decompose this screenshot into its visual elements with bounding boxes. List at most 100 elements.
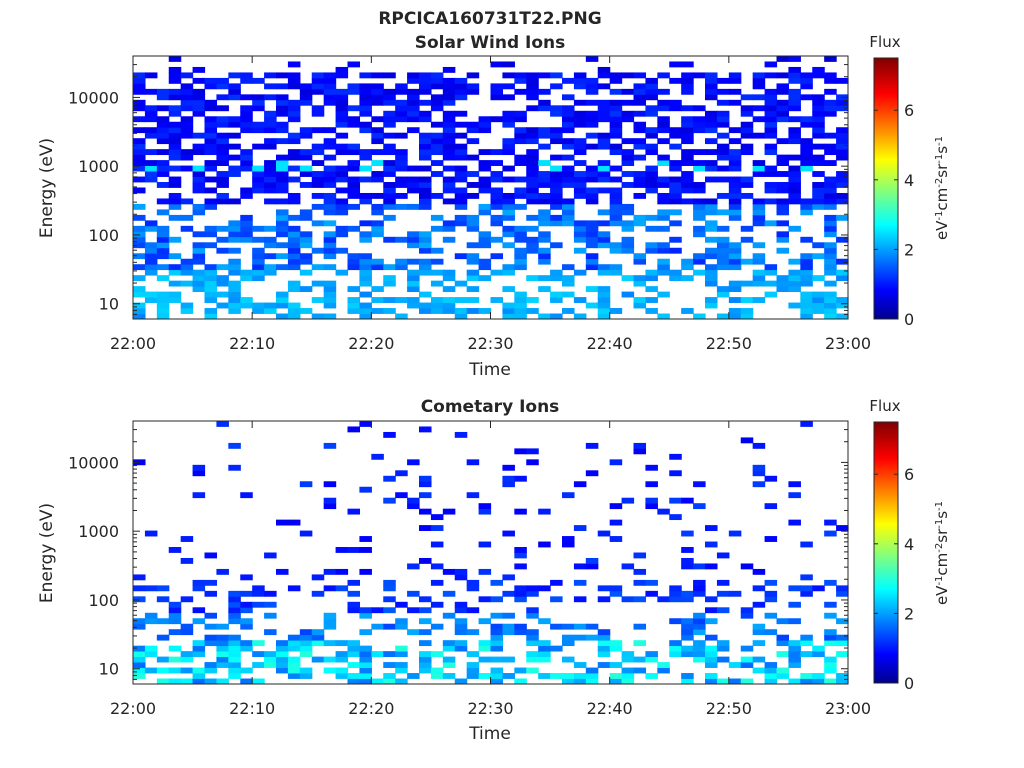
heatmap-cell (204, 203, 218, 210)
x-tick-label: 22:30 (467, 699, 513, 718)
colorbar-title: Flux (869, 397, 900, 415)
heatmap-cell (323, 231, 337, 238)
heatmap-cell (335, 225, 349, 232)
heatmap-cell (419, 557, 432, 564)
heatmap-cell (776, 247, 790, 254)
heatmap-cell (323, 247, 337, 254)
heatmap-cell (168, 127, 182, 134)
heatmap-cell (156, 182, 170, 188)
heatmap-cell (490, 94, 504, 101)
heatmap-cell (287, 165, 301, 172)
heatmap-cell (824, 99, 837, 106)
heatmap-cell (681, 187, 694, 194)
heatmap-cell (144, 116, 158, 123)
heatmap-cell (788, 192, 801, 199)
heatmap-cell (311, 590, 325, 597)
heatmap-cell (359, 629, 372, 636)
heatmap-cell (287, 585, 301, 592)
heatmap-cell (681, 258, 694, 265)
heatmap-cell (383, 607, 396, 614)
heatmap-cell (538, 275, 551, 282)
heatmap-cell (228, 590, 241, 597)
colorbar-label: eV-1cm-2sr-1s-1 (933, 136, 951, 240)
heatmap-cell (395, 297, 408, 303)
heatmap-cell (323, 236, 337, 243)
heatmap-cell (788, 72, 801, 79)
heatmap-cell (407, 673, 420, 679)
heatmap-cell (454, 171, 468, 177)
heatmap-cell (764, 198, 778, 205)
heatmap-cell (502, 574, 515, 581)
heatmap-cell (705, 88, 718, 95)
heatmap-cell (156, 236, 170, 243)
heatmap-cell (550, 187, 563, 194)
heatmap-cell (180, 154, 194, 161)
heatmap-cell (812, 143, 825, 150)
heatmap-cell (573, 563, 587, 570)
heatmap-cell (383, 143, 396, 150)
heatmap-cell (836, 678, 849, 685)
heatmap-cell (728, 88, 742, 95)
heatmap-cell (228, 596, 241, 603)
heatmap-cell (490, 220, 504, 227)
heatmap-cell (383, 99, 396, 106)
heatmap-cell (383, 72, 396, 79)
heatmap-cell (478, 618, 492, 625)
heatmap-cell (168, 253, 182, 260)
heatmap-cell (716, 165, 730, 172)
heatmap-cell (144, 269, 158, 276)
heatmap-cell (442, 149, 456, 156)
heatmap-cell (228, 231, 241, 238)
heatmap-cell (240, 149, 253, 156)
heatmap-cell (597, 176, 611, 183)
heatmap-cell (812, 66, 825, 73)
heatmap-cell (252, 165, 265, 172)
heatmap-cell (609, 187, 623, 194)
heatmap-cell (657, 198, 670, 205)
heatmap-cell (204, 313, 218, 320)
heatmap-cell (562, 280, 575, 287)
heatmap-cell (192, 209, 206, 216)
heatmap-cell (526, 242, 539, 249)
heatmap-cell (240, 116, 253, 123)
heatmap-cell (585, 99, 599, 106)
heatmap-cell (812, 198, 825, 205)
heatmap-cell (395, 105, 408, 112)
heatmap-cell (240, 269, 253, 276)
heatmap-cell (133, 165, 146, 172)
heatmap-cell (705, 662, 718, 668)
heatmap-cell (824, 291, 837, 298)
heatmap-cell (264, 182, 277, 188)
heatmap-cell (442, 77, 456, 84)
heatmap-cell (180, 667, 194, 674)
heatmap-cell (156, 231, 170, 238)
heatmap-cell (478, 568, 492, 575)
heatmap-cell (168, 629, 182, 636)
heatmap-cell (419, 629, 432, 636)
heatmap-cell (490, 176, 504, 183)
heatmap-cell (347, 61, 361, 68)
heatmap-cell (669, 160, 682, 166)
heatmap-cell (276, 519, 289, 526)
heatmap-cell (407, 77, 420, 84)
heatmap-cell (538, 160, 551, 166)
heatmap-cell (669, 651, 682, 658)
heatmap-cell (252, 182, 265, 188)
heatmap-cell (693, 225, 706, 232)
heatmap-cell (800, 149, 813, 156)
heatmap-cell (657, 667, 670, 674)
heatmap-cell (812, 182, 825, 188)
heatmap-cell (728, 530, 742, 537)
heatmap-cell (800, 280, 813, 287)
heatmap-cell (645, 656, 658, 663)
heatmap-cell (764, 94, 778, 101)
heatmap-cell (299, 269, 313, 276)
heatmap-cell (573, 77, 587, 84)
heatmap-cell (240, 623, 253, 630)
heatmap-cell (633, 138, 647, 145)
heatmap-cell (621, 667, 635, 674)
heatmap-cell (228, 198, 241, 205)
heatmap-cell (454, 154, 468, 161)
heatmap-cell (836, 525, 849, 531)
heatmap-cell (490, 640, 504, 647)
